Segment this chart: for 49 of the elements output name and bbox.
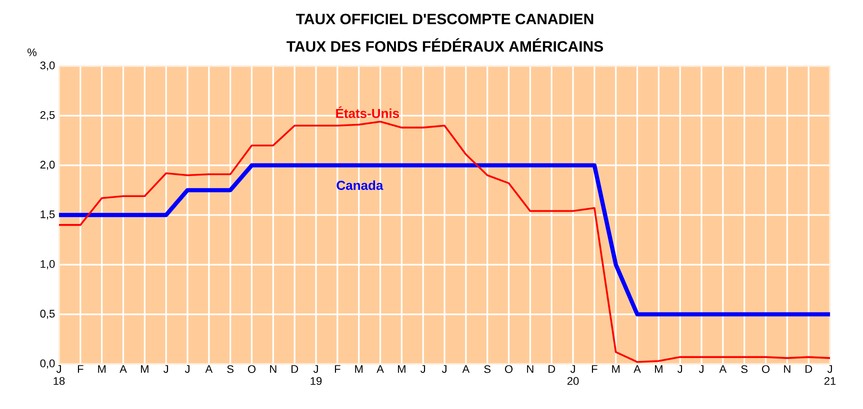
x-tick-label: M [140, 365, 148, 373]
x-tick-label: F [78, 365, 84, 373]
x-tick-label: J 21 [824, 365, 836, 385]
x-tick-label: M [355, 365, 363, 373]
x-tick-label: A [376, 365, 384, 373]
x-tick-label: D [548, 365, 556, 373]
x-tick-label: J [698, 365, 704, 373]
y-tick-label: 2,0 [40, 160, 55, 170]
x-tick-label: J 19 [310, 365, 322, 385]
y-tick-label: 0,5 [40, 310, 55, 319]
x-tick-label: J [164, 365, 168, 373]
y-tick-label: 0,0 [40, 359, 55, 369]
x-tick-label: F [592, 365, 598, 373]
chart-subtitle: TAUX DES FONDS FÉDÉRAUX AMÉRICAINS [286, 38, 604, 52]
x-tick-label: S [741, 365, 748, 373]
x-tick-label: A [719, 365, 727, 373]
y-tick-label: 3,0 [40, 61, 55, 71]
series-label: Canada [336, 180, 384, 190]
x-tick-label: J [678, 365, 682, 373]
x-tick-label: A [120, 365, 127, 373]
x-tick-label: A [634, 365, 641, 373]
x-tick-label: J [184, 365, 190, 373]
x-tick-label: J 20 [567, 365, 579, 385]
y-tick-label: 1,0 [40, 260, 55, 270]
x-tick-label: M [655, 365, 662, 373]
x-tick-label: D [292, 365, 298, 373]
y-axis-title: % [28, 48, 37, 56]
x-tick-label: O [248, 365, 256, 373]
x-tick-label: S [484, 365, 490, 373]
x-tick-label: M [398, 365, 406, 373]
x-tick-label: J 18 [54, 365, 65, 385]
x-tick-label: A [205, 365, 213, 373]
x-tick-label: N [270, 365, 276, 373]
x-tick-label: O [762, 365, 770, 373]
series-label: États-Unis [336, 106, 400, 118]
x-tick-label: J [420, 365, 426, 373]
x-tick-label: J [442, 365, 446, 373]
x-tick-label: F [334, 365, 340, 373]
x-tick-label: O [504, 365, 513, 373]
x-tick-label: M [98, 365, 106, 373]
x-tick-label: S [227, 365, 234, 373]
x-tick-label: D [806, 365, 812, 373]
x-tick-label: M [612, 365, 620, 373]
x-tick-label: N [527, 365, 534, 373]
x-tick-label: A [462, 365, 470, 373]
y-tick-label: 1,5 [40, 210, 55, 220]
x-tick-label: N [784, 365, 790, 373]
y-tick-label: 2,5 [40, 111, 55, 120]
chart-title: TAUX OFFICIEL D'ESCOMPTE CANADIEN [296, 14, 594, 24]
